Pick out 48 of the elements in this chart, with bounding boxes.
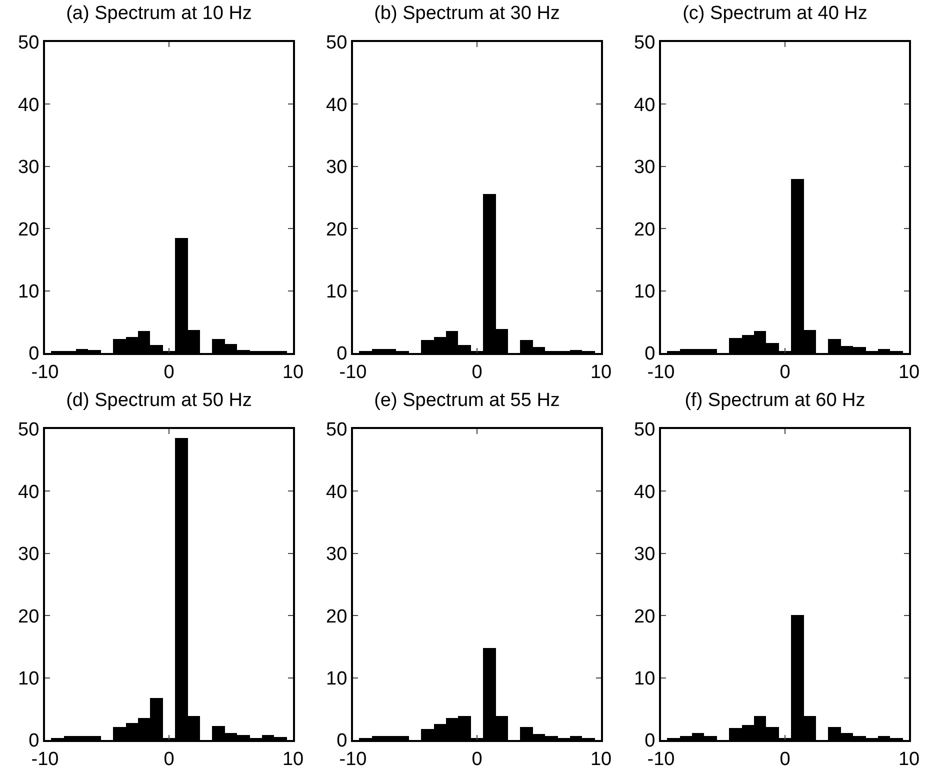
y-tick-label: 50 (18, 32, 40, 54)
y-tick-label: 20 (18, 606, 40, 628)
chart-title: (f) Spectrum at 60 Hz (684, 390, 866, 412)
chart-title: (a) Spectrum at 10 Hz (66, 3, 252, 24)
x-tick-label: 10 (590, 748, 612, 770)
y-tick-label: 50 (634, 420, 656, 441)
y-tick-label: 10 (634, 281, 656, 302)
chart-title: (d) Spectrum at 50 Hz (66, 390, 252, 412)
y-tick-label: 50 (18, 420, 40, 441)
y-tick-label: 30 (326, 544, 348, 566)
y-tick-label: 10 (326, 668, 348, 690)
y-tick-label: 40 (326, 94, 348, 116)
x-tick-label: 0 (164, 748, 174, 770)
x-tick-label: 10 (282, 362, 304, 383)
y-tick-label: 30 (634, 544, 656, 566)
x-tick-label: 0 (472, 748, 482, 770)
y-tick-label: 50 (326, 32, 348, 54)
y-tick-label: 10 (18, 281, 40, 302)
y-tick-label: 10 (634, 668, 656, 690)
y-tick-label: 30 (634, 157, 656, 178)
x-tick-label: 0 (164, 362, 174, 383)
y-tick-label: 30 (18, 157, 40, 178)
y-tick-label: 10 (326, 281, 348, 302)
y-tick-label: 50 (634, 32, 656, 54)
y-tick-label: 40 (634, 482, 656, 503)
y-tick-label: 20 (326, 606, 348, 628)
y-tick-label: 40 (18, 94, 40, 116)
chart-title: (e) Spectrum at 55 Hz (374, 390, 560, 412)
y-tick-label: 10 (18, 668, 40, 690)
chart-title: (c) Spectrum at 40 Hz (682, 3, 868, 24)
x-tick-label: 10 (898, 748, 920, 770)
x-tick-label: 10 (282, 748, 304, 770)
y-tick-label: 40 (326, 482, 348, 503)
y-tick-label: 30 (326, 157, 348, 178)
y-tick-label: 50 (326, 420, 348, 441)
y-tick-label: 40 (18, 482, 40, 503)
y-tick-label: 30 (18, 544, 40, 566)
y-tick-label: 20 (18, 219, 40, 240)
x-tick-label: 0 (780, 748, 790, 770)
x-tick-label: 0 (780, 362, 790, 383)
chart-title: (b) Spectrum at 30 Hz (374, 3, 560, 24)
x-tick-label: 0 (472, 362, 482, 383)
y-tick-label: 40 (634, 94, 656, 116)
y-tick-label: 20 (326, 219, 348, 240)
x-tick-label: 10 (898, 362, 920, 383)
x-tick-label: 10 (590, 362, 612, 383)
y-tick-label: 20 (634, 219, 656, 240)
y-tick-label: 20 (634, 606, 656, 628)
